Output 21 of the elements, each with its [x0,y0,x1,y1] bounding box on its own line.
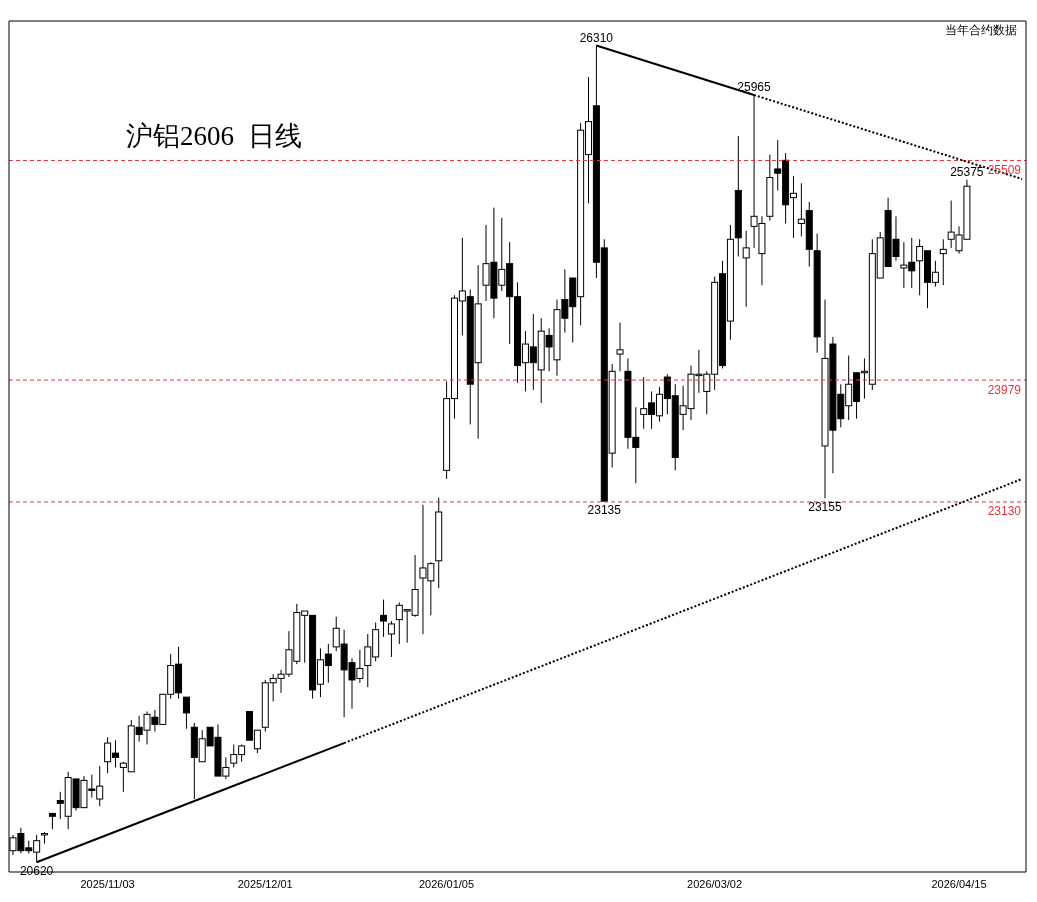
annotation: 23135 [587,502,622,517]
x-tick-label: 2026/03/02 [687,877,743,890]
x-tick-label: 2025/11/03 [80,877,135,890]
candlestick [182,696,190,730]
ref-line-label: 23979 [987,382,1022,397]
candlestick [616,322,624,372]
text: 沪铝2606 日线 [126,120,302,153]
annotation: 20620 [19,863,54,878]
annotation: 25375 [950,164,984,179]
annotation: 25965 [737,80,772,95]
annotation: 26310 [579,30,614,45]
candlestick [939,238,947,286]
x-tick-label: 2026/01/05 [419,877,475,890]
candlestick [387,620,395,658]
candlestick [742,230,750,308]
ref-line-label: 23130 [987,504,1022,519]
x-tick-label: 2026/04/15 [931,877,987,890]
annotation: 23155 [808,499,842,514]
candlestick [380,599,388,638]
x-tick-label: 2025/12/01 [237,877,293,890]
text: 当年合约数据 [945,22,1017,39]
